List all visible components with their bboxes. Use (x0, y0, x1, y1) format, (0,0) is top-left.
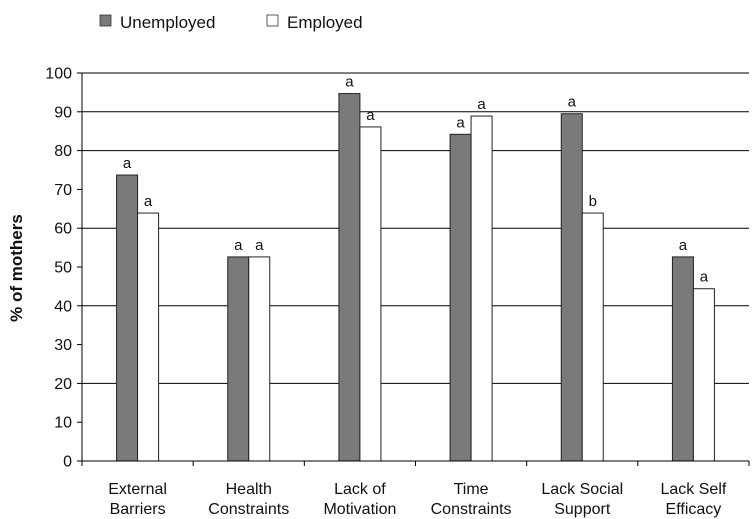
bar-unemployed-1 (227, 256, 250, 462)
category-label-5-1: Efficacy (666, 501, 722, 518)
bar-label-unemployed-2: a (345, 74, 354, 91)
y-tick-label-80: 80 (54, 143, 72, 160)
gridlines (82, 72, 749, 384)
y-tick-label-50: 50 (54, 260, 72, 277)
bar-employed-3 (470, 115, 493, 462)
bar-unemployed-2 (338, 93, 361, 462)
bar-label-employed-0: a (144, 193, 153, 210)
legend-swatch-employed (266, 14, 279, 27)
y-axis-title: % of mothers (7, 214, 26, 322)
bar-label-employed-1: a (255, 237, 264, 254)
bar-label-employed-5: a (700, 269, 709, 286)
y-ticks: 0 10 20 30 40 50 60 70 80 90 100 (45, 66, 82, 471)
category-label-1-0: Health (226, 481, 272, 498)
legend-swatch-unemployed (99, 14, 112, 27)
category-label-5-0: Lack Self (661, 481, 727, 498)
y-tick-label-20: 20 (54, 376, 72, 393)
category-label-0-0: External (108, 481, 167, 498)
legend-label-employed: Employed (287, 13, 363, 32)
bar-label-employed-4: b (589, 193, 597, 210)
y-tick-label-40: 40 (54, 298, 72, 315)
bar-employed-2 (359, 126, 382, 462)
bar-label-unemployed-4: a (568, 94, 577, 111)
bar-label-employed-3: a (477, 96, 486, 113)
y-tick-label-30: 30 (54, 337, 72, 354)
bar-label-unemployed-1: a (234, 237, 243, 254)
category-label-4-0: Lack Social (541, 481, 623, 498)
y-tick-label-100: 100 (45, 66, 72, 83)
y-tick-label-70: 70 (54, 182, 72, 199)
category-label-4-1: Support (554, 501, 611, 518)
bar-label-unemployed-5: a (679, 237, 688, 254)
category-label-3-1: Constraints (431, 501, 512, 518)
bar-employed-1 (248, 256, 271, 462)
bar-unemployed-3 (449, 133, 472, 462)
category-label-1-1: Constraints (208, 501, 289, 518)
bar-unemployed-0 (116, 174, 139, 462)
y-tick-label-10: 10 (54, 415, 72, 432)
bar-label-unemployed-0: a (123, 155, 132, 172)
x-labels: External Barriers Health Constraints Lack of… (108, 481, 727, 518)
bar-employed-0 (137, 212, 160, 462)
bar-employed-4 (581, 212, 604, 462)
category-label-2-0: Lack of (334, 481, 386, 498)
legend: Unemployed Employed (99, 13, 363, 32)
bar-label-unemployed-3: a (456, 114, 465, 131)
category-label-3-0: Time (454, 481, 489, 498)
legend-label-unemployed: Unemployed (120, 13, 215, 32)
bar-label-employed-2: a (366, 107, 375, 124)
bar-unemployed-4 (560, 113, 583, 462)
category-label-2-1: Motivation (323, 501, 396, 518)
y-tick-label-0: 0 (63, 454, 72, 471)
category-label-0-1: Barriers (110, 501, 166, 518)
bar-unemployed-5 (671, 256, 694, 462)
y-tick-label-90: 90 (54, 104, 72, 121)
bar-employed-5 (692, 288, 715, 462)
y-tick-label-60: 60 (54, 221, 72, 238)
axes (81, 73, 750, 466)
